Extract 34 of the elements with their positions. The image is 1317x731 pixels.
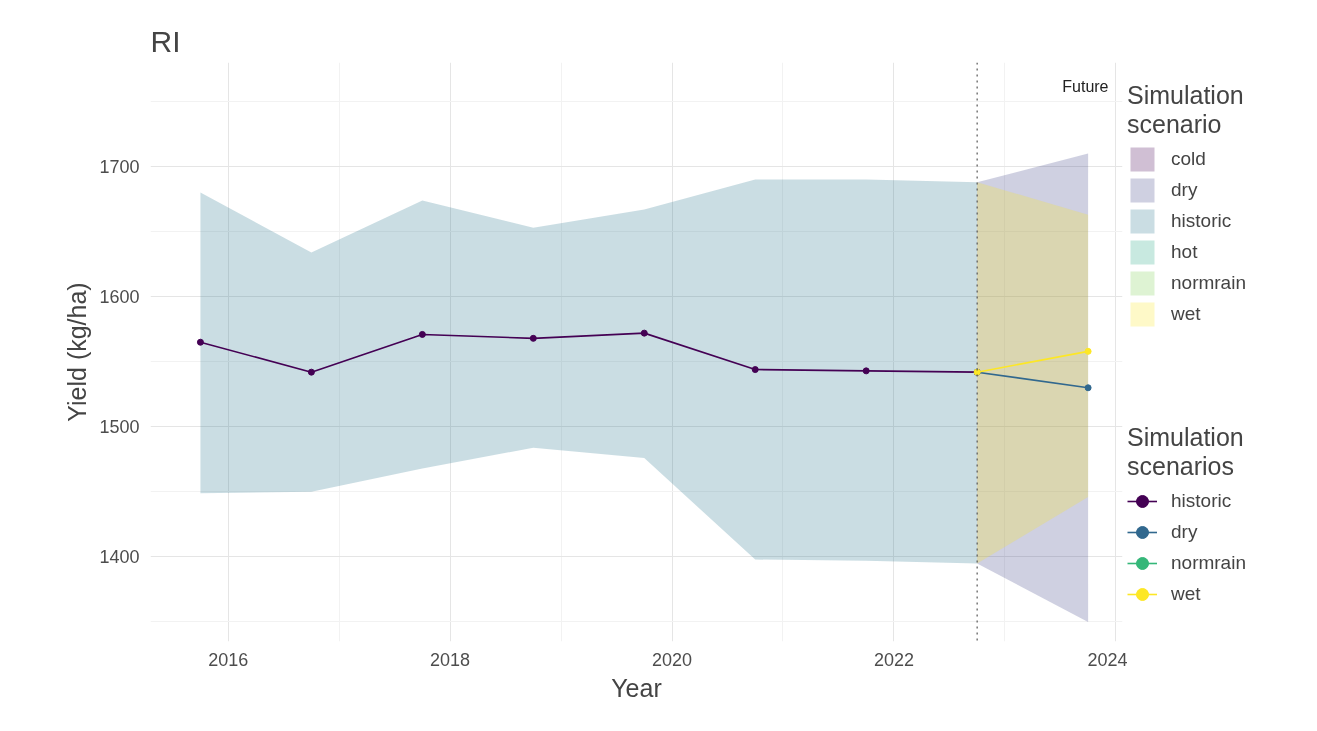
y-tick-label: 1700 xyxy=(99,157,140,178)
point xyxy=(862,367,870,375)
legend-label: historic xyxy=(1171,210,1232,232)
legend-label: wet xyxy=(1171,583,1201,605)
legend-label: dry xyxy=(1171,521,1198,543)
text: Simulation scenario xyxy=(1127,81,1244,138)
x-tick-label: 2022 xyxy=(873,649,914,670)
x-tick-label: 2024 xyxy=(1087,649,1128,670)
legend-label: wet xyxy=(1171,303,1201,325)
point xyxy=(1084,347,1092,355)
legend-label: normrain xyxy=(1171,552,1246,574)
x-tick-label: 2016 xyxy=(208,649,249,670)
legend-label: hot xyxy=(1171,241,1198,263)
x-tick-label: 2018 xyxy=(430,649,471,670)
y-tick-label: 1600 xyxy=(99,287,140,308)
legend-label: normrain xyxy=(1171,272,1246,294)
point xyxy=(640,329,648,337)
text: Simulation scenarios xyxy=(1127,423,1244,480)
chart-title: RI xyxy=(150,24,181,58)
legend-label: historic xyxy=(1171,490,1232,512)
legend-label: cold xyxy=(1171,148,1206,170)
point xyxy=(751,366,759,374)
legend-label: dry xyxy=(1171,179,1198,201)
x-axis-title: Year xyxy=(611,673,662,702)
y-tick-label: 1400 xyxy=(99,547,140,568)
point xyxy=(1084,384,1092,392)
x-tick-label: 2020 xyxy=(651,649,693,670)
y-tick-label: 1500 xyxy=(99,417,140,438)
annotation: Future xyxy=(1062,77,1109,95)
point xyxy=(529,334,537,342)
point xyxy=(418,330,426,338)
point xyxy=(196,338,204,346)
y-axis-title: Yield (kg/ha) xyxy=(63,282,92,422)
point xyxy=(307,368,315,376)
